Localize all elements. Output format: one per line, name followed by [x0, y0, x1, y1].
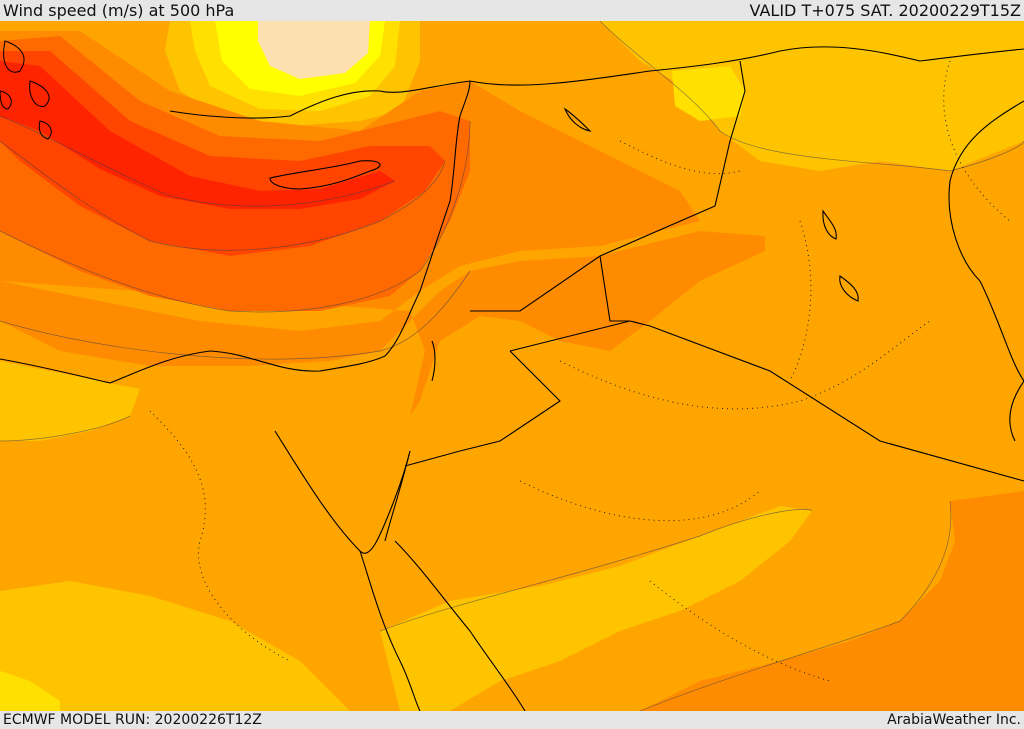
model-run-label: ECMWF MODEL RUN: 20200226T12Z — [3, 712, 262, 728]
dotted-contours — [149, 60, 1011, 682]
coastlines-borders — [0, 46, 1024, 711]
footer-bar: ECMWF MODEL RUN: 20200226T12Z ArabiaWeat… — [0, 711, 1024, 729]
field-low-west — [0, 361, 140, 441]
field-low-syria — [672, 66, 745, 121]
field-peak-north — [258, 21, 370, 79]
field-low-southwest-edge — [0, 671, 60, 711]
field-low-southcenter — [380, 506, 812, 711]
field-jet-core — [0, 61, 395, 209]
valid-time-label: VALID T+075 SAT. 20200229T15Z — [749, 1, 1021, 20]
contour-lines — [0, 21, 1024, 711]
wind-speed-map[interactable] — [0, 21, 1024, 711]
field-jet-inner — [0, 51, 445, 256]
field-low-southwest — [0, 581, 350, 711]
field-low-northeast — [600, 21, 1024, 171]
credit-label: ArabiaWeather Inc. — [887, 712, 1021, 728]
aegean-islands — [0, 40, 52, 140]
header-bar: Wind speed (m/s) at 500 hPa VALID T+075 … — [0, 0, 1024, 21]
map-title: Wind speed (m/s) at 500 hPa — [3, 1, 235, 20]
field-strong-southeast — [640, 491, 1024, 711]
